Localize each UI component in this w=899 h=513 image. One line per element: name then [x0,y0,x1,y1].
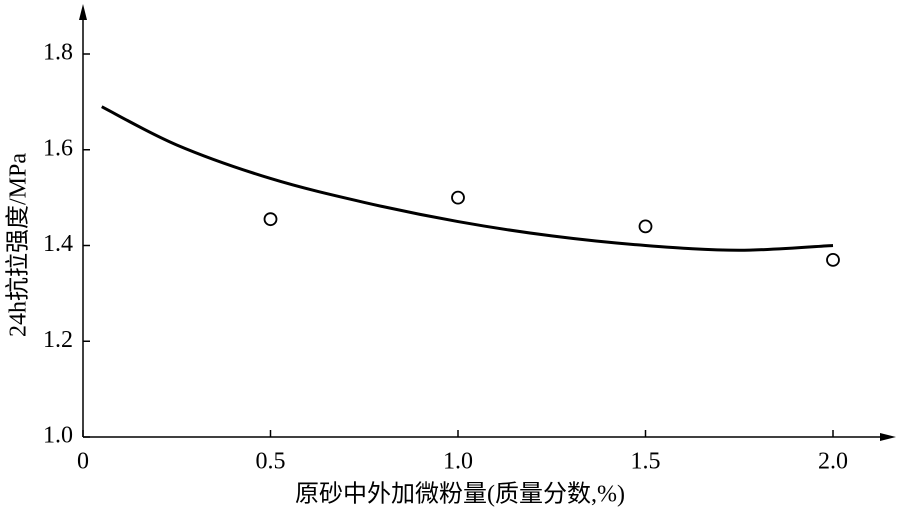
x-tick-label: 0 [77,449,89,475]
data-point [263,212,278,227]
data-point [451,190,465,205]
y-tick-label: 1.2 [43,327,73,353]
data-point [826,252,840,267]
fit-curve [101,105,834,252]
y-tick-label: 1.0 [43,423,73,449]
y-axis-label: 24h抗拉强度/MPa [5,153,32,337]
x-axis-label: 原砂中外加微粉量(质量分数,%) [295,481,625,508]
y-tick-label: 1.6 [43,135,73,161]
y-tick-label: 1.8 [43,40,73,66]
y-axis-arrow [79,4,87,20]
x-tick-label: 2.0 [818,449,848,475]
y-tick-label: 1.4 [43,231,73,257]
x-tick-label: 0.5 [256,449,286,475]
x-axis-arrow [880,433,896,441]
data-point [638,219,653,234]
x-tick-label: 1.0 [443,449,473,475]
x-tick-label: 1.5 [631,449,661,475]
